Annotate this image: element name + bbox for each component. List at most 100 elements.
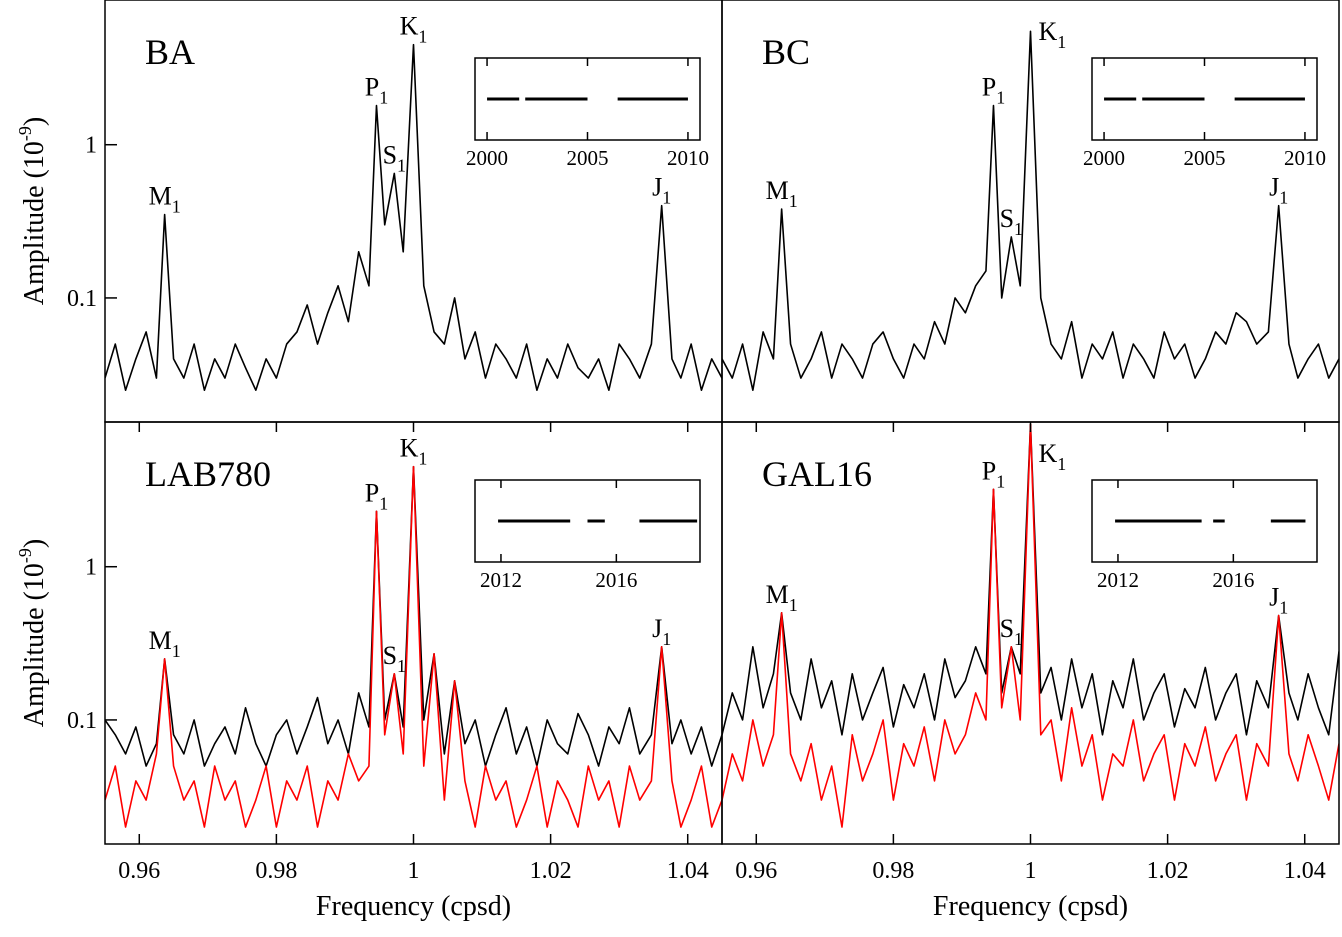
- peak-label-name: J: [652, 173, 662, 202]
- panel-title: BA: [145, 32, 195, 72]
- peak-label-subscript: 1: [397, 155, 406, 175]
- peak-label-name: J: [1269, 173, 1279, 202]
- y-axis-label: Amplitude (10-9): [15, 539, 50, 727]
- inset-tick-label: 2000: [1083, 146, 1125, 170]
- peak-label-name: S: [1000, 204, 1014, 233]
- x-tick-label: 0.96: [118, 858, 160, 884]
- plot-area: [105, 465, 722, 828]
- peak-label-subscript: 1: [662, 629, 671, 649]
- peak-label-name: J: [652, 614, 662, 643]
- peak-label: M1: [149, 626, 181, 661]
- peak-label-subscript: 1: [172, 197, 181, 217]
- peak-label-subscript: 1: [1014, 219, 1023, 239]
- inset-tick-label: 2005: [567, 146, 609, 170]
- peak-label-name: K: [400, 434, 419, 463]
- inset: 2012 2016: [474, 479, 701, 592]
- peak-label: K1: [1039, 17, 1067, 52]
- peak-label-subscript: 1: [1279, 598, 1288, 618]
- peak-label-subscript: 1: [397, 656, 406, 676]
- y-axis-label-text: Amplitude (10: [19, 141, 50, 305]
- inset-tick-label: 2012: [1097, 568, 1139, 592]
- peak-label: S1: [383, 140, 406, 175]
- peak-label-name: M: [149, 182, 172, 211]
- x-tick-label: 0.98: [255, 858, 297, 884]
- inset: 2000 2005 2010: [1083, 57, 1326, 170]
- peak-label: K1: [400, 434, 428, 469]
- plot-area: [722, 30, 1339, 391]
- panel-title: BC: [762, 32, 810, 72]
- y-tick-label: 0.1: [67, 286, 97, 312]
- peak-label-name: K: [1039, 439, 1058, 468]
- peak-label-subscript: 1: [789, 191, 798, 211]
- inset-tick-label: 2010: [667, 146, 709, 170]
- peak-label-subscript: 1: [996, 88, 1005, 108]
- peak-label: P1: [365, 73, 388, 108]
- peak-label: S1: [1000, 204, 1023, 239]
- spectrum-line: [722, 423, 1339, 828]
- peak-label: M1: [766, 176, 798, 211]
- plot-area: [105, 43, 722, 391]
- x-tick-label: 1: [1025, 858, 1037, 884]
- peak-label-name: J: [1269, 583, 1279, 612]
- peak-label-subscript: 1: [172, 641, 181, 661]
- panel-title: GAL16: [762, 454, 872, 494]
- peak-label-subscript: 1: [789, 595, 798, 615]
- inset-tick-label: 2010: [1284, 146, 1326, 170]
- peak-label-subscript: 1: [1057, 32, 1066, 52]
- peak-label: K1: [400, 12, 428, 47]
- peak-label-name: S: [383, 140, 397, 169]
- peak-label: J1: [1269, 583, 1288, 618]
- y-axis-label: Amplitude (10-9): [15, 117, 50, 305]
- inset: 2012 2016: [1091, 479, 1318, 592]
- inset-tick-label: 2012: [480, 568, 522, 592]
- inset-tick-label: 2016: [1212, 568, 1254, 592]
- peak-label: K1: [1039, 439, 1067, 474]
- peak-label: P1: [982, 73, 1005, 108]
- y-tick-label: 0.1: [67, 708, 97, 734]
- peak-label-name: S: [383, 641, 397, 670]
- spectrum-line: [722, 423, 1339, 736]
- peak-label-name: K: [1039, 17, 1058, 46]
- y-tick-label: 1: [85, 555, 97, 581]
- peak-label: M1: [149, 182, 181, 217]
- peak-label-subscript: 1: [379, 493, 388, 513]
- peak-label: J1: [652, 173, 671, 208]
- peak-label: J1: [652, 614, 671, 649]
- peak-label-subscript: 1: [996, 471, 1005, 491]
- peak-label-name: P: [365, 478, 379, 507]
- x-axis-label: Frequency (cpsd): [316, 891, 511, 922]
- peak-label-name: M: [766, 176, 789, 205]
- x-tick-label: 1.02: [1147, 858, 1189, 884]
- peak-label-name: M: [149, 626, 172, 655]
- peak-label-subscript: 1: [1014, 629, 1023, 649]
- peak-label-name: P: [982, 456, 996, 485]
- x-tick-label: 1.02: [530, 858, 572, 884]
- spectrum-line: [105, 43, 722, 391]
- inset-tick-label: 2016: [595, 568, 637, 592]
- peak-label-name: S: [1000, 614, 1014, 643]
- panel: LAB780 0.1 1 Amplitude (10-9) 0.96 0.98 1 1.02 1…: [15, 421, 723, 922]
- plot-area: [722, 423, 1339, 828]
- y-axis-label-exponent: -9: [15, 548, 35, 563]
- x-tick-label: 0.98: [872, 858, 914, 884]
- peak-label: S1: [1000, 614, 1023, 649]
- x-tick-label: 1: [408, 858, 420, 884]
- y-axis-label-text: Amplitude (10: [19, 563, 50, 727]
- y-axis-label-end: ): [19, 117, 50, 126]
- x-tick-label: 0.96: [735, 858, 777, 884]
- peak-label-name: P: [982, 73, 996, 102]
- peak-label: S1: [383, 641, 406, 676]
- spectrum-line: [105, 465, 722, 828]
- peak-label-subscript: 1: [418, 27, 427, 47]
- inset-tick-label: 2005: [1184, 146, 1226, 170]
- panel-title: LAB780: [145, 454, 271, 494]
- y-tick-label: 1: [85, 133, 97, 159]
- x-axis-label: Frequency (cpsd): [933, 891, 1128, 922]
- peak-label: J1: [1269, 173, 1288, 208]
- spectrum-line: [722, 30, 1339, 391]
